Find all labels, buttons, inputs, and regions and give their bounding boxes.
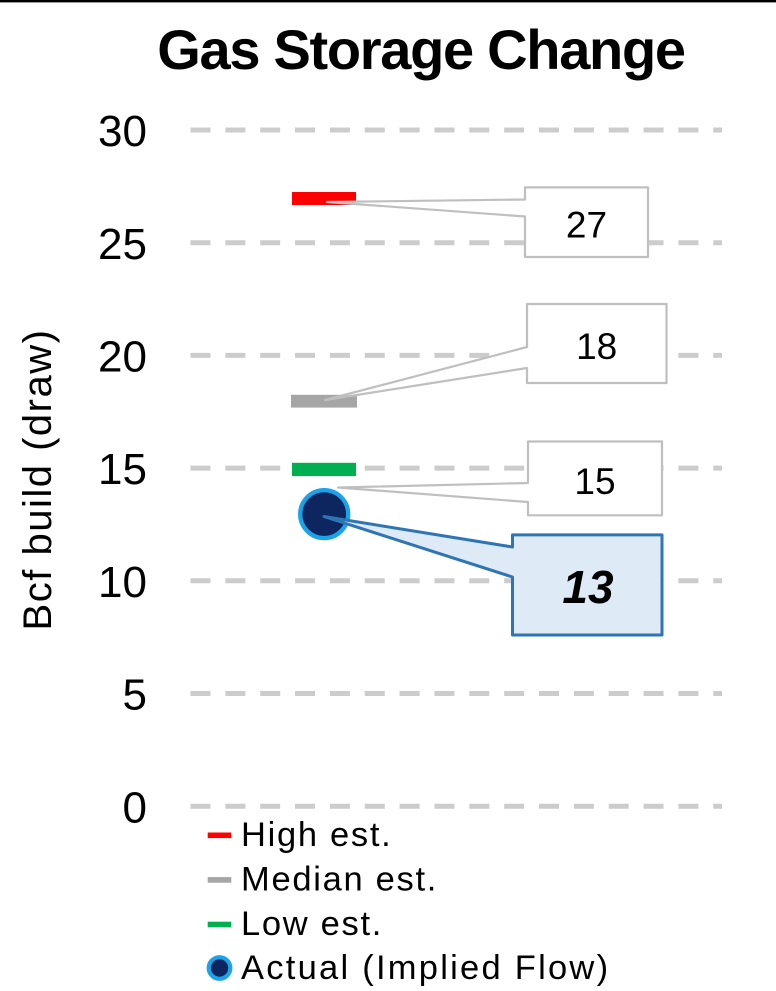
svg-text:13: 13 bbox=[562, 561, 614, 613]
svg-text:5: 5 bbox=[123, 671, 147, 720]
svg-text:High est.: High est. bbox=[241, 816, 392, 854]
svg-text:Bcf build (draw): Bcf build (draw) bbox=[16, 329, 60, 631]
svg-text:Median est.: Median est. bbox=[241, 861, 438, 899]
svg-text:Actual (Implied Flow): Actual (Implied Flow) bbox=[241, 949, 610, 987]
svg-text:Low est.: Low est. bbox=[241, 905, 383, 943]
svg-text:18: 18 bbox=[576, 326, 617, 367]
svg-text:15: 15 bbox=[98, 445, 147, 494]
svg-text:25: 25 bbox=[98, 220, 147, 269]
svg-text:30: 30 bbox=[98, 107, 147, 156]
svg-text:15: 15 bbox=[574, 461, 615, 502]
svg-text:Gas Storage Change: Gas Storage Change bbox=[157, 18, 685, 81]
svg-text:20: 20 bbox=[98, 333, 147, 382]
svg-text:0: 0 bbox=[123, 783, 147, 832]
svg-text:10: 10 bbox=[98, 558, 147, 607]
svg-text:27: 27 bbox=[566, 205, 607, 246]
